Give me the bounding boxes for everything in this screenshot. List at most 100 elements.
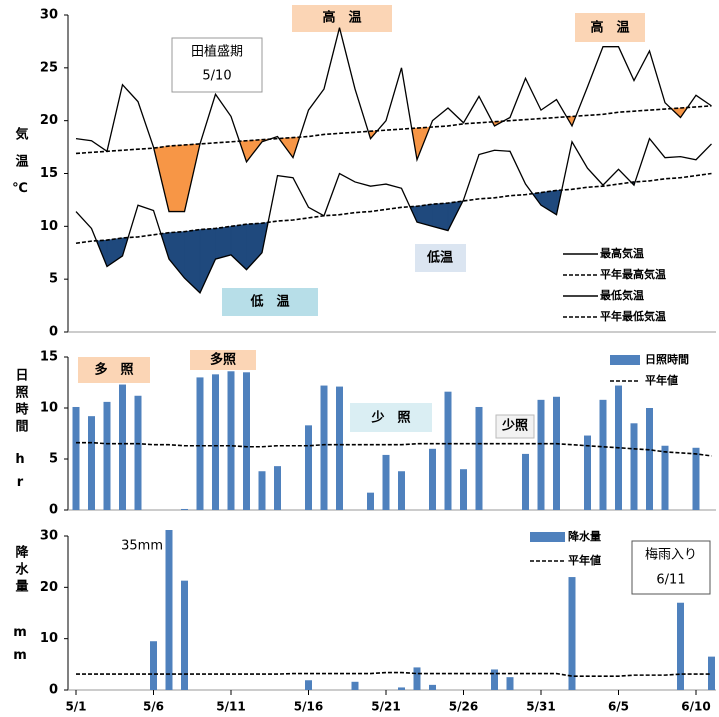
bar xyxy=(429,448,436,510)
below-normal-fill xyxy=(199,228,216,294)
legend-label: 最低気温 xyxy=(600,288,644,302)
legend-label: 平年最高気温 xyxy=(600,267,666,281)
y-tick-label: 25 xyxy=(40,60,58,75)
legend-label: 日照時間 xyxy=(645,352,689,366)
y-tick-label: 0 xyxy=(49,503,58,518)
legend-label: 降水量 xyxy=(568,529,601,543)
line xyxy=(76,671,712,677)
bar xyxy=(630,423,638,510)
y-tick-label: 20 xyxy=(40,113,58,128)
bar xyxy=(692,447,700,510)
y-tick-label: 10 xyxy=(40,219,58,234)
bar xyxy=(320,385,328,510)
bar xyxy=(677,602,684,690)
line xyxy=(75,172,712,245)
annotation-box xyxy=(575,13,645,42)
bar xyxy=(584,435,591,510)
bar xyxy=(336,386,343,510)
annotation-box xyxy=(350,403,432,432)
y-tick-label: 15 xyxy=(40,350,58,365)
bar xyxy=(165,530,173,690)
x-tick-label: 6/10 xyxy=(681,700,710,714)
bar xyxy=(444,391,452,510)
bar xyxy=(258,471,266,510)
bar xyxy=(351,681,359,690)
x-tick-label: 5/1 xyxy=(65,700,86,714)
x-tick-label: 5/6 xyxy=(143,700,164,714)
x-tick-label: 5/31 xyxy=(526,700,555,714)
annotation: 少照 xyxy=(501,418,528,434)
bar xyxy=(491,669,498,690)
bar xyxy=(243,372,250,510)
bar xyxy=(227,371,235,510)
bar xyxy=(181,508,188,510)
bar xyxy=(568,577,576,690)
line xyxy=(75,105,712,155)
bar xyxy=(646,408,653,510)
clip-group xyxy=(150,530,715,690)
y-axis-unit: mm xyxy=(13,625,28,671)
legend-swatch xyxy=(530,532,565,542)
x-tick-label: 6/5 xyxy=(608,700,629,714)
y-axis-label: 日照時間 xyxy=(13,368,29,436)
x-tick-label: 5/21 xyxy=(371,700,400,714)
annotation: 多照 xyxy=(210,352,236,368)
legend-label: 平年値 xyxy=(645,373,678,387)
y-tick-label: 10 xyxy=(40,401,58,416)
value-label: 35mm xyxy=(121,539,163,554)
annotation-box xyxy=(222,288,318,316)
below-normal-fill xyxy=(168,231,185,279)
bar xyxy=(599,399,607,510)
annotation: 低温 xyxy=(426,250,453,266)
annotation: 少 照 xyxy=(370,410,410,426)
bar xyxy=(506,677,514,690)
annotation-box xyxy=(190,350,256,370)
bar xyxy=(537,399,545,510)
bar xyxy=(88,416,95,510)
annotation: 低 温 xyxy=(249,294,289,310)
legend-label: 最高気温 xyxy=(600,246,644,260)
y-tick-label: 5 xyxy=(49,272,58,287)
x-tick-label: 5/26 xyxy=(449,700,478,714)
annotation: 多 照 xyxy=(94,362,133,378)
y-axis-label: 気温℃ xyxy=(12,126,28,210)
y-axis-unit: hr xyxy=(13,452,28,498)
annotation: 田植盛期 xyxy=(191,45,243,60)
annotation: 6/11 xyxy=(656,573,685,588)
bar xyxy=(522,453,529,510)
line xyxy=(75,137,712,295)
bar xyxy=(398,687,405,690)
annotation-box xyxy=(292,5,392,32)
y-tick-label: 30 xyxy=(40,529,58,544)
below-normal-fill xyxy=(184,229,201,294)
bar xyxy=(72,406,80,510)
legend-label: 平年最低気温 xyxy=(600,309,666,323)
bar xyxy=(475,406,483,510)
bar xyxy=(274,466,281,510)
bar xyxy=(553,396,560,510)
below-normal-fill xyxy=(168,144,185,212)
bar xyxy=(398,471,405,510)
bar xyxy=(382,454,390,510)
below-normal-fill xyxy=(106,237,123,267)
bar xyxy=(212,374,219,510)
annotation-box xyxy=(631,540,711,595)
y-tick-label: 15 xyxy=(40,166,58,181)
annotation-box xyxy=(415,244,466,272)
y-axis-label: 降水量 xyxy=(13,544,29,596)
bar xyxy=(460,469,467,510)
bar xyxy=(150,641,157,690)
y-tick-label: 5 xyxy=(49,452,58,467)
bar xyxy=(103,401,111,510)
bar xyxy=(196,377,204,510)
y-tick-label: 10 xyxy=(40,631,58,646)
line xyxy=(75,27,712,213)
bar xyxy=(119,384,126,510)
y-tick-label: 30 xyxy=(40,8,58,23)
bar xyxy=(305,425,312,510)
bar xyxy=(708,656,715,690)
annotation-box xyxy=(495,414,535,439)
bar xyxy=(305,680,312,690)
